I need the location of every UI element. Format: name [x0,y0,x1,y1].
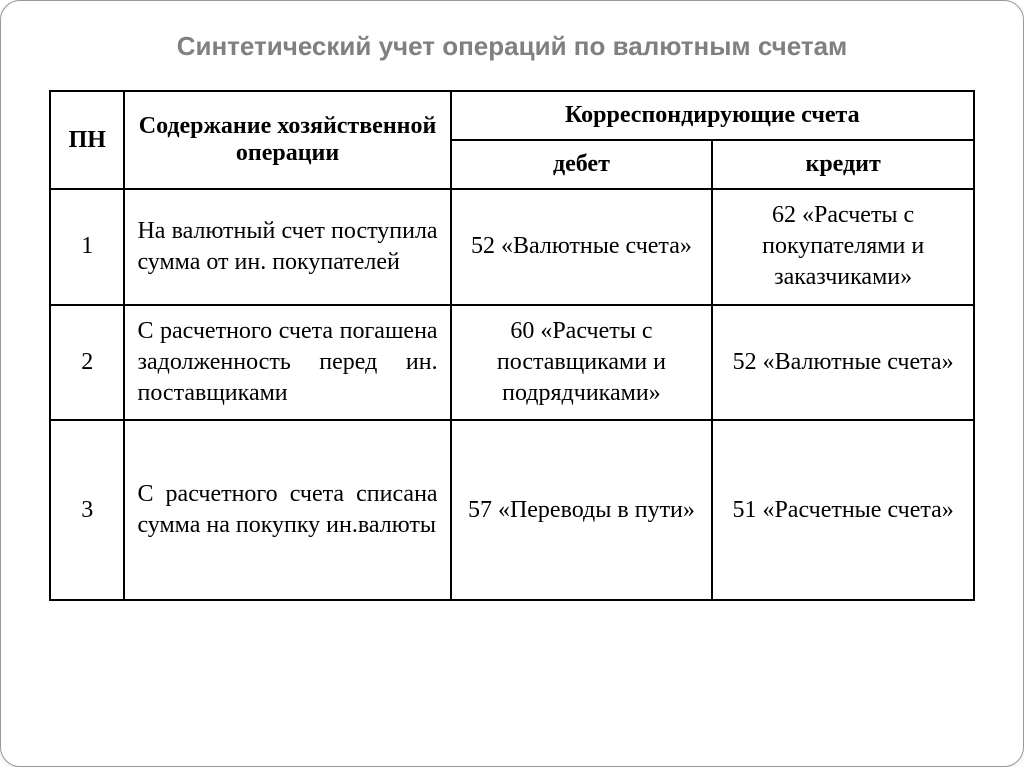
cell-debit: 57 «Переводы в пути» [451,420,713,600]
table-header-row-1: ПН Содержание хозяйственной операции Кор… [50,91,974,140]
cell-pn: 1 [50,189,124,305]
header-debit: дебет [451,140,713,189]
table-row: 3 С расчетного счета списана сумма на по… [50,420,974,600]
cell-credit: 62 «Расчеты с покупателями и заказчиками… [712,189,974,305]
table-row: 1 На валютный счет поступила сумма от ин… [50,189,974,305]
cell-debit: 60 «Расчеты с поставщиками и подрядчикам… [451,305,713,421]
header-credit: кредит [712,140,974,189]
table-row: 2 С расчетного счета погашена задолженно… [50,305,974,421]
cell-content: С расчетного счета списана сумма на поку… [124,420,450,600]
cell-content: С расчетного счета погашена задолженност… [124,305,450,421]
header-content: Содержание хозяйственной операции [124,91,450,189]
page-title: Синтетический учет операций по валютным … [49,31,975,62]
accounting-table: ПН Содержание хозяйственной операции Кор… [49,90,975,601]
cell-pn: 2 [50,305,124,421]
cell-debit: 52 «Валютные счета» [451,189,713,305]
header-group-corresponding: Корреспондирующие счета [451,91,974,140]
cell-credit: 52 «Валютные счета» [712,305,974,421]
header-pn: ПН [50,91,124,189]
cell-pn: 3 [50,420,124,600]
cell-credit: 51 «Расчетные счета» [712,420,974,600]
slide-frame: Синтетический учет операций по валютным … [0,0,1024,767]
cell-content: На валютный счет поступила сумма от ин. … [124,189,450,305]
